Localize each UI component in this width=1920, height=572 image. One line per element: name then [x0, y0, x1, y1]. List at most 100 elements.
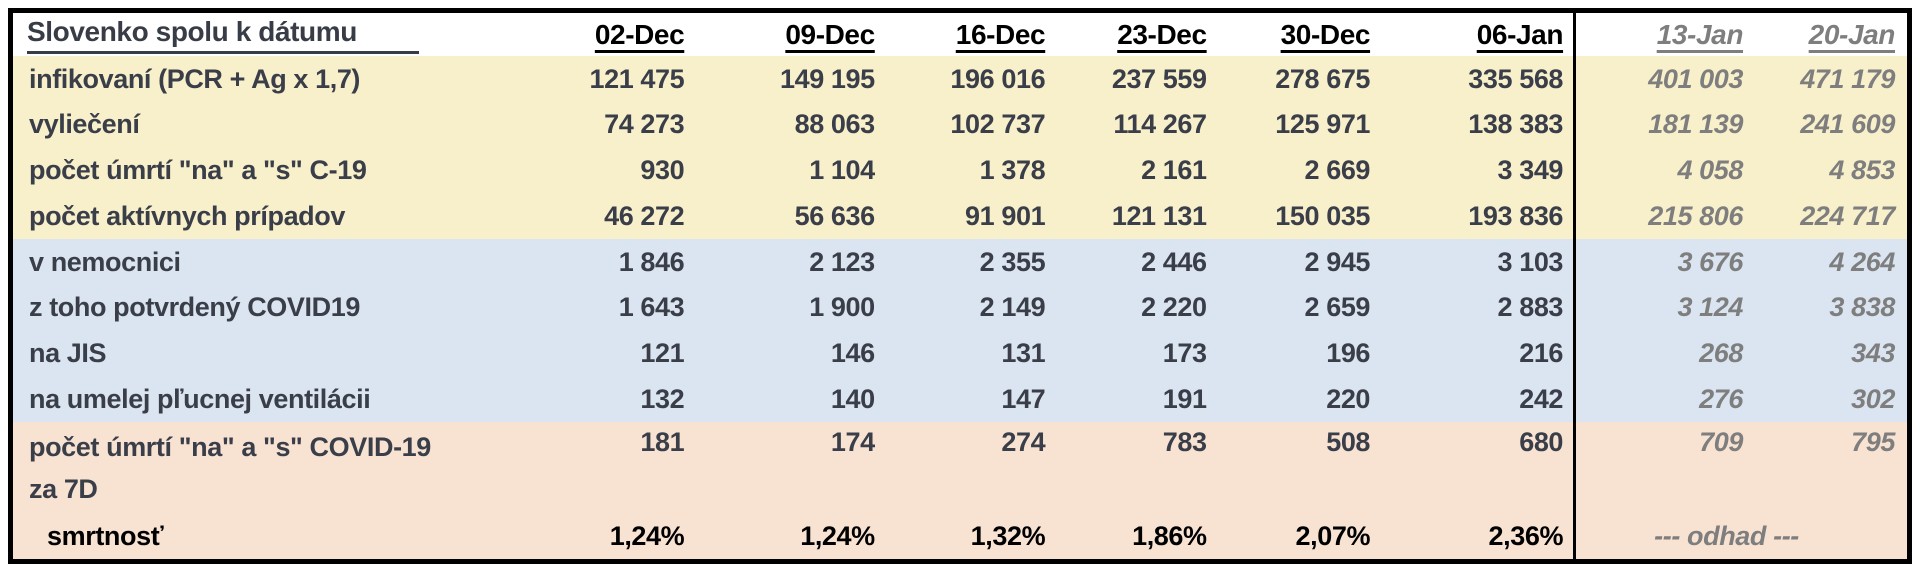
cell[interactable]: 121 475	[445, 56, 695, 102]
cell[interactable]: 680	[1380, 422, 1575, 514]
cell[interactable]: 1,86%	[1055, 513, 1217, 562]
cell[interactable]: 114 267	[1055, 101, 1217, 148]
cell[interactable]: 121 131	[1055, 193, 1217, 240]
estimate-cell[interactable]: 215 806	[1573, 193, 1756, 240]
estimate-cell[interactable]: 471 179	[1755, 56, 1910, 102]
cell[interactable]: 174	[694, 422, 885, 514]
cell[interactable]: 2 161	[1055, 147, 1217, 194]
table-title: Slovenko spolu k dátumu	[27, 16, 419, 54]
cell[interactable]: 274	[884, 422, 1056, 514]
estimate-cell[interactable]: 795	[1755, 422, 1910, 514]
date-header[interactable]: 02-Dec	[594, 18, 685, 50]
cell[interactable]: 508	[1216, 422, 1381, 514]
cell[interactable]: 335 568	[1380, 56, 1575, 102]
cell[interactable]: 216	[1380, 330, 1575, 377]
cell[interactable]: 1 378	[884, 147, 1056, 194]
date-header[interactable]: 23-Dec	[1117, 18, 1207, 50]
cell[interactable]: 2 669	[1216, 147, 1381, 194]
estimate-cell[interactable]: 4 853	[1755, 147, 1910, 194]
cell[interactable]: 146	[694, 330, 885, 377]
row-label[interactable]: infikovaní (PCR + Ag x 1,7)	[10, 56, 446, 102]
row-label[interactable]: na JIS	[10, 330, 446, 377]
cell[interactable]: 1,24%	[445, 513, 695, 562]
cell[interactable]: 91 901	[884, 193, 1056, 240]
estimate-cell[interactable]: 302	[1755, 376, 1910, 423]
estimate-cell[interactable]: 343	[1755, 330, 1910, 377]
estimate-cell[interactable]: 4 058	[1573, 147, 1756, 194]
cell[interactable]: 132	[445, 376, 695, 423]
row-label[interactable]: v nemocnici	[10, 239, 446, 285]
cell[interactable]: 220	[1216, 376, 1381, 423]
date-header[interactable]: 30-Dec	[1280, 18, 1371, 50]
cell[interactable]: 74 273	[445, 101, 695, 148]
cell[interactable]: 2 945	[1216, 239, 1381, 285]
cell[interactable]: 1 900	[694, 284, 885, 331]
estimate-cell[interactable]: 276	[1573, 376, 1756, 423]
cell[interactable]: 237 559	[1055, 56, 1217, 102]
estimate-cell[interactable]: 181 139	[1573, 101, 1756, 148]
row-label[interactable]: počet úmrtí "na" a "s" COVID-19 za 7D	[10, 422, 446, 514]
cell[interactable]: 150 035	[1216, 193, 1381, 240]
row-label[interactable]: na umelej pľucnej ventilácii	[10, 376, 446, 423]
date-header[interactable]: 16-Dec	[955, 18, 1046, 50]
cell[interactable]: 2,07%	[1216, 513, 1381, 562]
row-label[interactable]: počet aktívnych prípadov	[10, 193, 446, 240]
row-label[interactable]: vyliečení	[10, 101, 446, 148]
cell[interactable]: 1,24%	[694, 513, 885, 562]
cell[interactable]: 147	[884, 376, 1056, 423]
cell[interactable]: 196	[1216, 330, 1381, 377]
estimate-cell[interactable]: 3 676	[1573, 239, 1756, 285]
cell[interactable]: 2 149	[884, 284, 1056, 331]
row-label[interactable]: počet úmrtí "na" a "s" C-19	[10, 147, 446, 194]
cell[interactable]: 193 836	[1380, 193, 1575, 240]
cell[interactable]: 138 383	[1380, 101, 1575, 148]
cell[interactable]: 2 355	[884, 239, 1056, 285]
table-title-cell[interactable]: Slovenko spolu k dátumu	[11, 11, 446, 57]
cell[interactable]: 131	[884, 330, 1056, 377]
cell[interactable]: 46 272	[445, 193, 695, 240]
estimate-cell[interactable]: 241 609	[1755, 101, 1910, 148]
estimate-cell[interactable]: 3 124	[1573, 284, 1756, 331]
cell[interactable]: 121	[445, 330, 695, 377]
cell[interactable]: 1,32%	[884, 513, 1056, 562]
cell[interactable]: 102 737	[884, 101, 1056, 148]
cell[interactable]: 1 104	[694, 147, 885, 194]
cell[interactable]: 88 063	[694, 101, 885, 148]
cell[interactable]: 3 103	[1380, 239, 1575, 285]
cell[interactable]: 278 675	[1216, 56, 1381, 102]
cell[interactable]: 191	[1055, 376, 1217, 423]
date-header[interactable]: 06-Jan	[1476, 18, 1564, 50]
row-label[interactable]: z toho potvrdený COVID19	[10, 284, 446, 331]
cell[interactable]: 242	[1380, 376, 1575, 423]
cell[interactable]: 181	[445, 422, 695, 514]
cell[interactable]: 1 846	[445, 239, 695, 285]
cell[interactable]: 2 659	[1216, 284, 1381, 331]
cell[interactable]: 196 016	[884, 56, 1056, 102]
estimate-cell[interactable]: 268	[1573, 330, 1756, 377]
cell[interactable]: 783	[1055, 422, 1217, 514]
cell[interactable]: 2 446	[1055, 239, 1217, 285]
cell[interactable]: 2,36%	[1380, 513, 1575, 562]
cell[interactable]: 173	[1055, 330, 1217, 377]
cell[interactable]: 1 643	[445, 284, 695, 331]
date-header[interactable]: 09-Dec	[785, 18, 875, 50]
cell[interactable]: 3 349	[1380, 147, 1575, 194]
row-label[interactable]: smrtnosť	[10, 513, 446, 562]
cell[interactable]: 930	[445, 147, 695, 194]
estimate-cell[interactable]: 709	[1573, 422, 1756, 514]
estimate-cell[interactable]: 4 264	[1755, 239, 1910, 285]
cell[interactable]: 149 195	[694, 56, 885, 102]
estimate-cell[interactable]: 224 717	[1755, 193, 1910, 240]
estimate-note: --- odhad ---	[1573, 513, 1910, 562]
cell[interactable]: 2 123	[694, 239, 885, 285]
cell[interactable]: 2 883	[1380, 284, 1575, 331]
cell[interactable]: 56 636	[694, 193, 885, 240]
estimate-cell[interactable]: 401 003	[1573, 56, 1756, 102]
cell[interactable]: 125 971	[1216, 101, 1381, 148]
cell[interactable]: 140	[694, 376, 885, 423]
cell[interactable]: 2 220	[1055, 284, 1217, 331]
estimate-date-header[interactable]: 20-Jan	[1808, 18, 1896, 50]
estimate-cell[interactable]: 3 838	[1755, 284, 1910, 331]
estimate-date-header[interactable]: 13-Jan	[1573, 10, 1756, 57]
